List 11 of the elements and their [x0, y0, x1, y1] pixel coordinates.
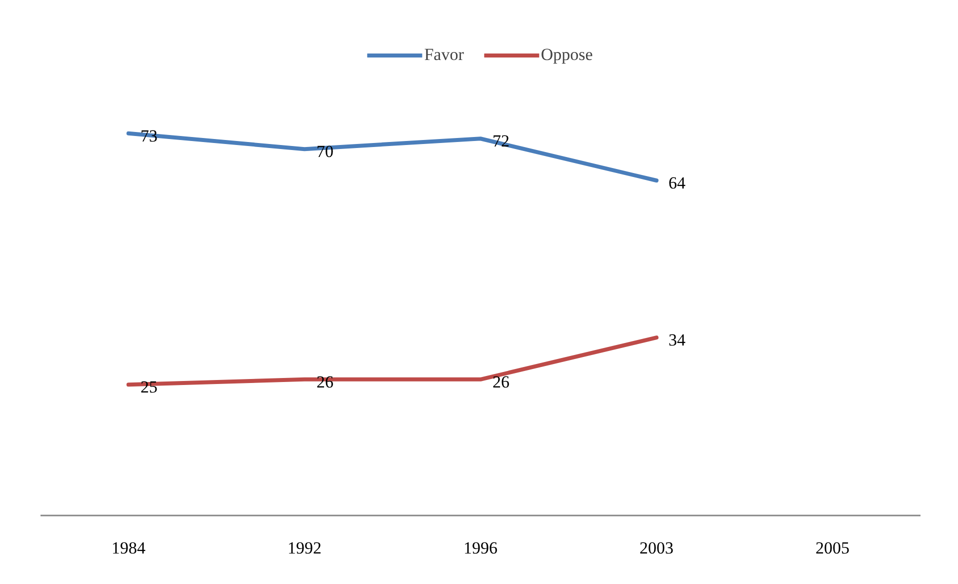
x-tick-label: 1996	[464, 538, 498, 558]
data-label: 26	[492, 372, 510, 392]
x-tick-label: 2003	[640, 538, 674, 558]
x-tick-label: 1984	[112, 538, 146, 558]
data-label: 34	[668, 330, 686, 350]
x-tick-label: 2005	[816, 538, 850, 558]
data-label: 73	[140, 126, 158, 146]
legend-label: Oppose	[540, 45, 593, 65]
data-label: 64	[668, 173, 686, 192]
x-tick-label: 1992	[288, 538, 322, 558]
legend-label: Favor	[424, 45, 464, 65]
